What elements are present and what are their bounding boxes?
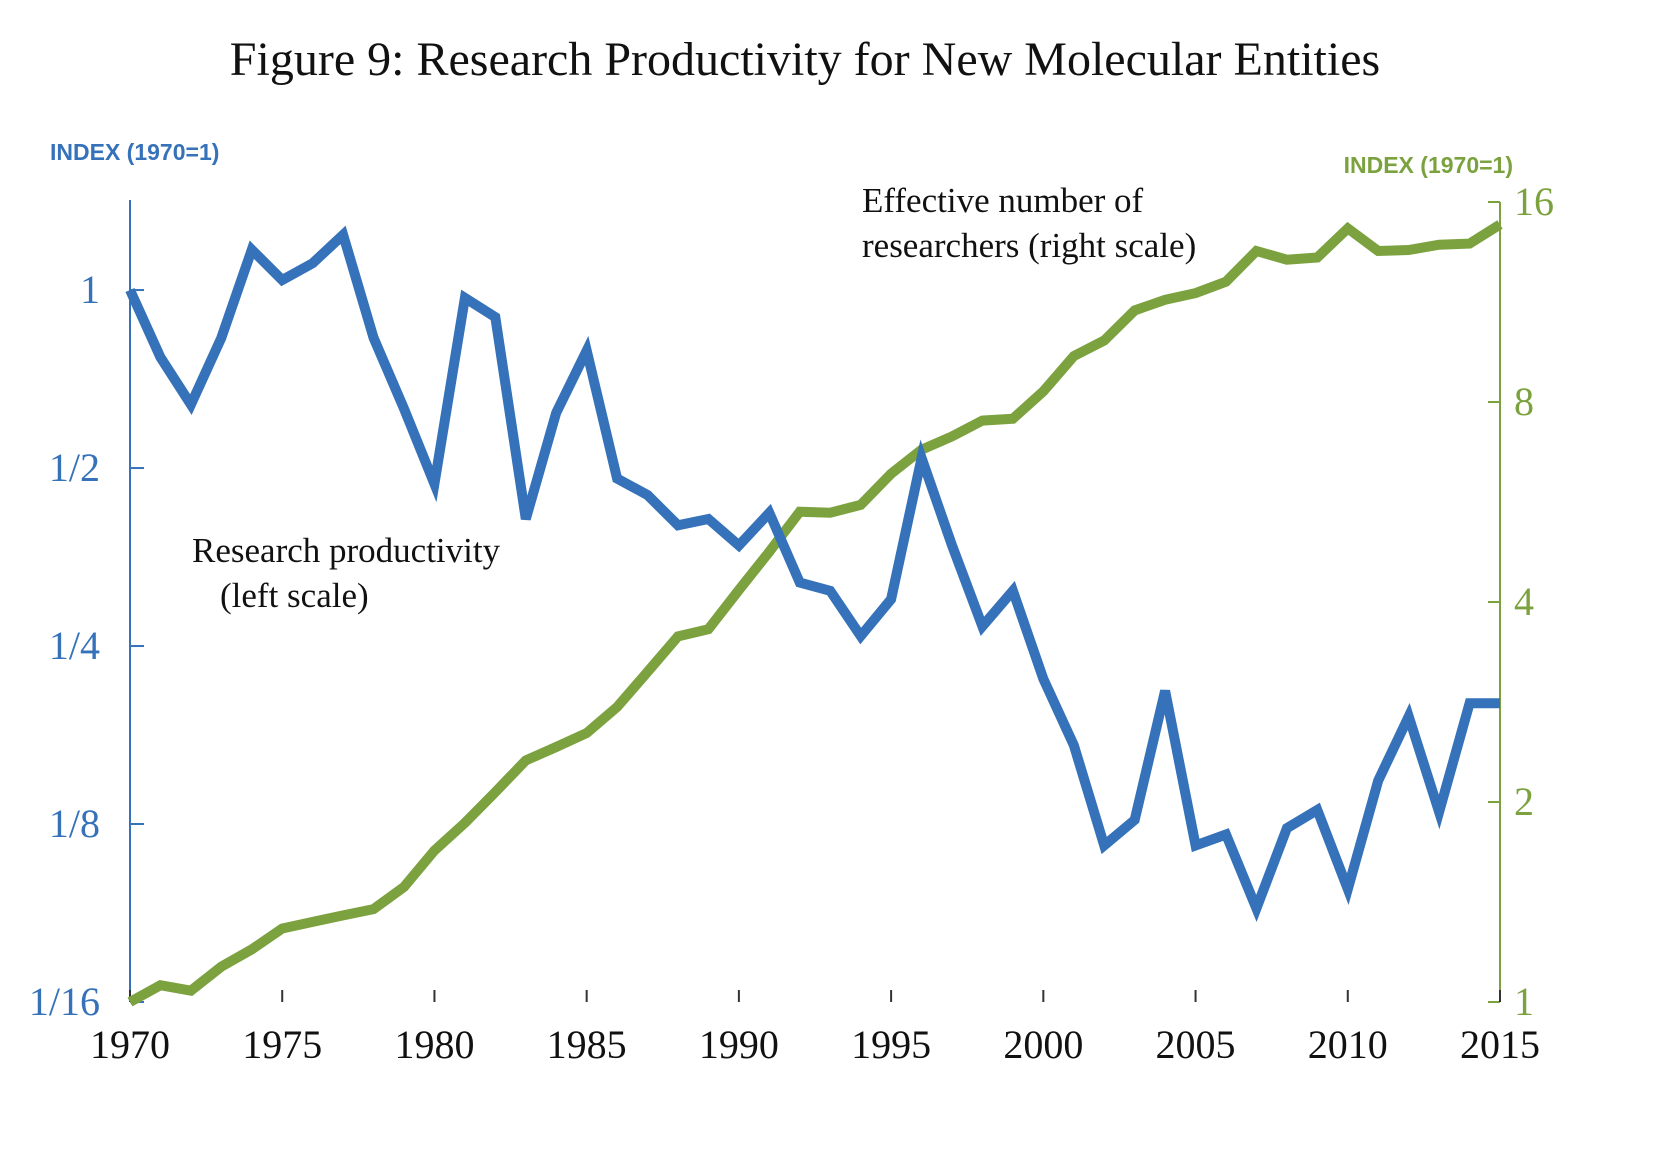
x-tick-label: 1995 bbox=[851, 1022, 931, 1067]
annotation-line: Effective number of bbox=[862, 181, 1144, 220]
series-line bbox=[125, 225, 1500, 922]
y2-tick-label: 2 bbox=[1514, 779, 1534, 824]
y2-tick-label: 4 bbox=[1514, 579, 1534, 624]
x-tick-label: 1975 bbox=[242, 1022, 322, 1067]
x-tick-label: 2015 bbox=[1460, 1022, 1540, 1067]
annotation-line: researchers (right scale) bbox=[862, 226, 1196, 265]
annotation-line: Research productivity bbox=[192, 531, 501, 570]
x-tick-label: 1980 bbox=[394, 1022, 474, 1067]
y2-tick-label: 1 bbox=[1514, 979, 1534, 1024]
y2-tick-label: 16 bbox=[1514, 179, 1554, 224]
series-line bbox=[127, 220, 1503, 1007]
y-tick-label: 1/8 bbox=[49, 801, 100, 846]
y-tick-label: 1/4 bbox=[49, 623, 100, 668]
x-tick-label: 1990 bbox=[699, 1022, 779, 1067]
x-tick-label: 1985 bbox=[547, 1022, 627, 1067]
chart-title: Figure 9: Research Productivity for New … bbox=[230, 33, 1380, 86]
x-tick-label: 2010 bbox=[1308, 1022, 1388, 1067]
y-tick-label: 1/16 bbox=[29, 979, 100, 1024]
y2-tick-label: 8 bbox=[1514, 379, 1534, 424]
x-tick-label: 2005 bbox=[1156, 1022, 1236, 1067]
y-tick-label: 1 bbox=[80, 267, 100, 312]
y2-axis-label: INDEX (1970=1) bbox=[1344, 152, 1513, 178]
y-tick-label: 1/2 bbox=[49, 445, 100, 490]
annotation: Research productivity (left scale) bbox=[192, 531, 501, 615]
x-tick-label: 1970 bbox=[90, 1022, 170, 1067]
annotation-line: (left scale) bbox=[220, 576, 369, 615]
annotation: Effective number of researchers (right sc… bbox=[862, 181, 1196, 265]
x-tick-label: 2000 bbox=[1003, 1022, 1083, 1067]
y-axis-label: INDEX (1970=1) bbox=[50, 139, 219, 165]
